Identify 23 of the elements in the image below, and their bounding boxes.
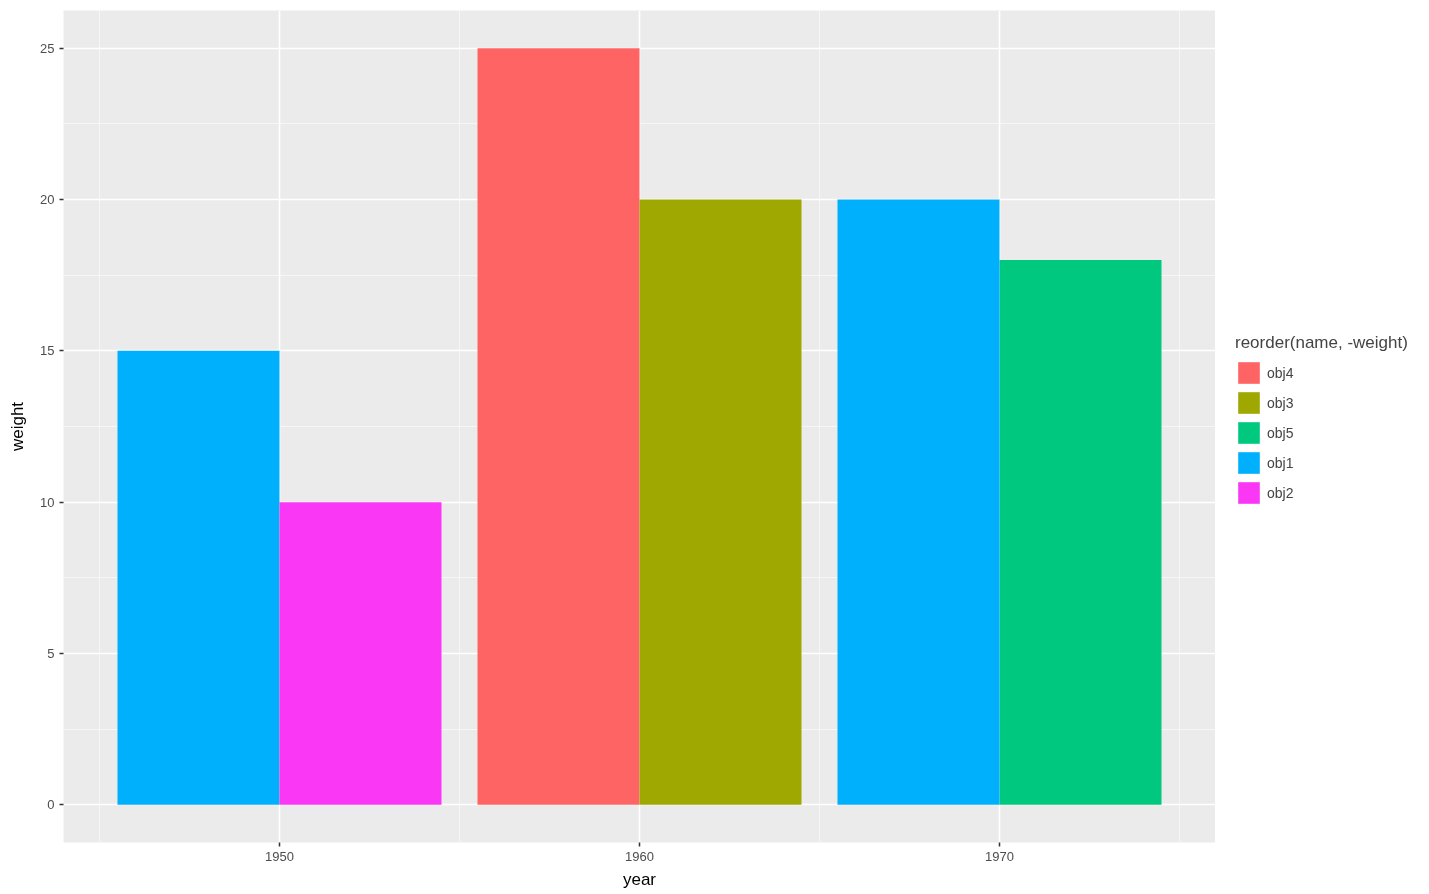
x-tick-label: 1970 xyxy=(985,848,1014,864)
bar xyxy=(477,48,640,805)
x-tick-label: 1950 xyxy=(265,848,294,864)
y-tick-label: 0 xyxy=(47,797,55,813)
x-tick-label: 1960 xyxy=(625,848,654,864)
x-axis-title: year xyxy=(622,869,657,889)
legend-label: obj1 xyxy=(1267,454,1294,471)
y-axis-title: weight xyxy=(8,401,28,453)
y-tick-label: 20 xyxy=(40,192,55,208)
y-tick-label: 5 xyxy=(47,645,55,661)
y-tick-label: 15 xyxy=(40,343,55,359)
bar xyxy=(837,199,1000,805)
legend-title: reorder(name, -weight) xyxy=(1235,333,1408,353)
bar xyxy=(999,260,1162,805)
bar xyxy=(279,502,442,805)
bar xyxy=(639,199,802,805)
legend-label: obj2 xyxy=(1267,484,1294,501)
y-tick-label: 25 xyxy=(40,40,55,56)
y-tick-label: 10 xyxy=(40,494,55,510)
bar xyxy=(117,350,280,805)
legend-label: obj5 xyxy=(1267,424,1294,441)
legend-label: obj4 xyxy=(1267,364,1294,381)
legend-label: obj3 xyxy=(1267,394,1294,411)
